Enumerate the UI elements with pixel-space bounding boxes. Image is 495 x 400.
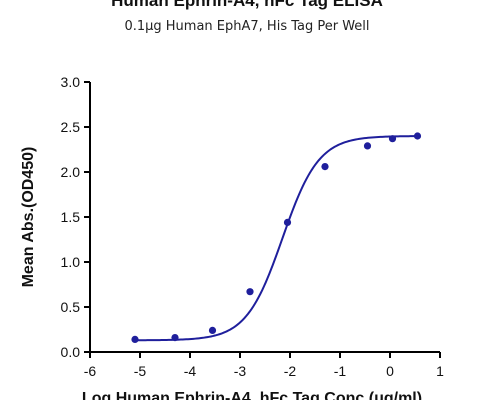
y-tick-label: 2.0 [61, 164, 81, 180]
data-points-layer [131, 132, 422, 343]
y-tick-label: 3.0 [61, 74, 81, 90]
data-point [321, 163, 329, 171]
y-tick-label: 1.5 [61, 209, 81, 225]
x-tick-label: -5 [134, 363, 147, 379]
x-axis-label: Log Human Ephrin-A4, hFc Tag Conc.(μg/ml… [82, 390, 422, 400]
x-tick-label: -1 [334, 363, 347, 379]
y-axis-label: Mean Abs.(OD450) [20, 147, 37, 288]
x-tick-label: -2 [284, 363, 297, 379]
y-tick-label: 2.5 [61, 119, 81, 135]
x-tick-label: 0 [386, 363, 394, 379]
data-point [413, 132, 422, 140]
data-point [171, 334, 179, 342]
y-tick-label: 0.0 [61, 344, 81, 360]
x-tick-label: 1 [436, 363, 444, 379]
fit-curve-layer [135, 135, 418, 342]
x-tick-label: -3 [234, 363, 247, 379]
chart-title: Human Ephrin-A4, hFc Tag ELISA [111, 0, 383, 10]
data-point [283, 218, 292, 226]
data-point [363, 142, 372, 150]
chart-subtitle: 0.1μg Human EphA7, His Tag Per Well [124, 19, 369, 34]
fit-curve [135, 135, 418, 342]
data-point [388, 135, 397, 143]
axes: 0.0 0.5 1.0 1.5 2.0 2.5 3.0 -6 -5 -4 -3 -2 -1 0 1 [61, 74, 445, 379]
y-tick-label: 0.5 [61, 299, 81, 315]
x-tick-label: -4 [184, 363, 197, 379]
x-tick-label: -6 [84, 363, 97, 379]
y-tick-label: 1.0 [61, 254, 81, 270]
data-point [131, 335, 139, 343]
data-point [246, 288, 254, 296]
data-point [208, 326, 217, 334]
